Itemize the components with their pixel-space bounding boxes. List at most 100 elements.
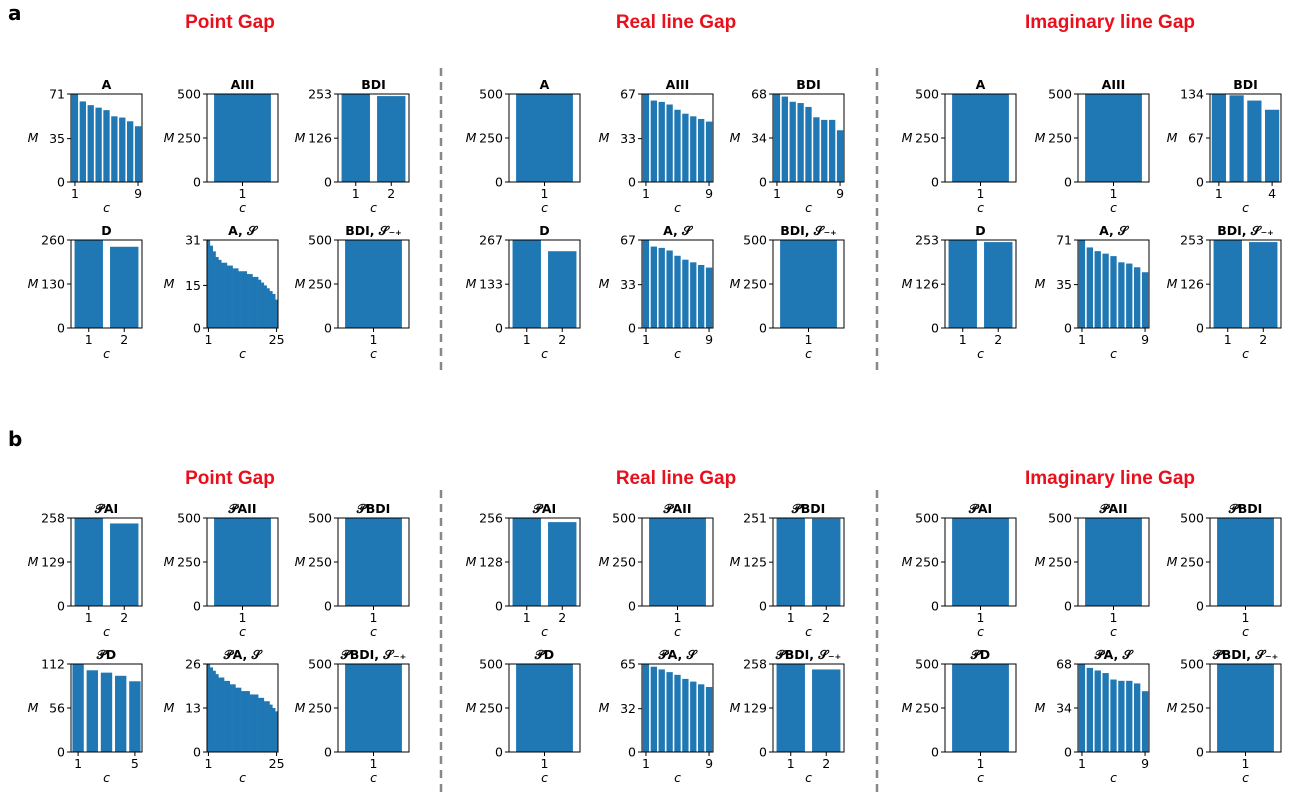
- x-axis-label: c: [1110, 200, 1117, 215]
- subplot-title: BDI, 𝒮₋₊: [1217, 223, 1274, 238]
- x-axis-label: c: [674, 200, 681, 215]
- bar: [266, 701, 270, 752]
- plot-frame: [206, 239, 279, 329]
- subplot-title: BDI: [796, 77, 821, 92]
- section-title-a-point-gap: Point Gap: [185, 12, 275, 33]
- bar: [1118, 262, 1125, 328]
- x-tick-label: 1: [523, 610, 531, 625]
- bar: [232, 268, 236, 328]
- x-tick-label: 2: [120, 610, 128, 625]
- bar: [642, 240, 650, 328]
- section-title-a-imaginary-line-gap: Imaginary line Gap: [1025, 12, 1195, 33]
- subplot-title: BDI: [1233, 77, 1258, 92]
- y-tick-label: 65: [620, 657, 636, 672]
- y-tick-label: 250: [308, 277, 332, 292]
- x-tick-label: 1: [1078, 332, 1086, 347]
- section-title-b-point-gap: Point Gap: [185, 468, 275, 489]
- y-tick-label: 0: [57, 745, 65, 760]
- plot-frame: [70, 93, 143, 183]
- bar: [674, 674, 681, 752]
- x-tick-label: 1: [773, 186, 781, 201]
- y-tick-label: 134: [1180, 87, 1204, 102]
- y-tick-label: 500: [915, 657, 939, 672]
- x-axis-label: c: [239, 200, 246, 215]
- x-tick-label: 1: [1215, 186, 1223, 201]
- bar: [705, 121, 713, 182]
- subplot-title: BDI: [361, 77, 386, 92]
- y-tick-label: 0: [1064, 599, 1072, 614]
- x-tick-label: 1: [1110, 186, 1118, 201]
- bar: [74, 240, 103, 328]
- bar: [690, 262, 697, 328]
- x-tick-label: 1: [71, 186, 79, 201]
- bar: [1217, 664, 1274, 752]
- y-axis-label: M: [28, 554, 39, 569]
- x-tick-label: 1: [977, 756, 985, 771]
- subplot-title: 𝒫AII: [663, 501, 692, 516]
- bar: [1141, 272, 1149, 328]
- plot-frame: [641, 93, 714, 183]
- bar: [658, 101, 665, 182]
- bar: [1134, 267, 1141, 328]
- y-tick-label: 250: [1048, 555, 1072, 570]
- x-axis-label: c: [977, 346, 984, 361]
- x-tick-label: 1: [541, 186, 549, 201]
- x-tick-label: 1: [74, 756, 82, 771]
- y-tick-label: 0: [57, 599, 65, 614]
- bar: [207, 664, 211, 752]
- y-tick-label: 26: [185, 657, 201, 672]
- y-tick-label: 0: [628, 745, 636, 760]
- x-tick-label: 2: [1259, 332, 1267, 347]
- subplot-title: A, 𝒮: [1099, 223, 1130, 238]
- y-tick-label: 0: [1196, 175, 1204, 190]
- y-tick-label: 31: [185, 233, 201, 248]
- x-tick-label: 1: [370, 332, 378, 347]
- y-axis-label: M: [466, 554, 477, 569]
- subplot-title: A: [102, 77, 112, 92]
- bar: [214, 94, 271, 182]
- y-tick-label: 68: [751, 87, 767, 102]
- x-tick-label: 1: [239, 186, 247, 201]
- x-axis-label: c: [239, 624, 246, 639]
- bar: [548, 522, 577, 607]
- y-axis-label: M: [28, 276, 39, 291]
- bar: [275, 299, 279, 328]
- y-tick-label: 250: [177, 131, 201, 146]
- x-tick-label: 9: [836, 186, 844, 201]
- subplot-title: 𝒫AII: [228, 501, 257, 516]
- y-axis-label: M: [28, 130, 39, 145]
- bar: [275, 711, 279, 752]
- bar: [258, 697, 262, 752]
- x-axis-label: c: [370, 624, 377, 639]
- y-tick-label: 133: [479, 277, 503, 292]
- x-axis-label: c: [805, 346, 812, 361]
- bar: [658, 669, 665, 752]
- bar: [649, 518, 706, 606]
- bar: [110, 246, 139, 328]
- bar: [260, 697, 265, 752]
- y-tick-label: 129: [41, 555, 65, 570]
- y-tick-label: 250: [1048, 131, 1072, 146]
- x-axis-label: c: [1242, 770, 1249, 785]
- bar: [110, 523, 139, 606]
- x-axis-label: c: [541, 624, 548, 639]
- bar: [650, 666, 657, 752]
- bar: [1134, 683, 1141, 752]
- x-axis-label: c: [674, 770, 681, 785]
- x-axis-label: c: [103, 770, 110, 785]
- bar: [705, 687, 713, 752]
- subplot-title: 𝒫AII: [1099, 501, 1128, 516]
- subplot-title: BDI, 𝒮₋₊: [345, 223, 402, 238]
- bar: [776, 518, 805, 606]
- bar: [212, 670, 216, 752]
- y-tick-label: 253: [308, 87, 332, 102]
- y-tick-label: 500: [743, 233, 767, 248]
- bar: [805, 106, 812, 182]
- bar: [86, 670, 98, 752]
- bar: [1211, 94, 1226, 182]
- subplot-title: 𝒫AI: [968, 501, 992, 516]
- subplot-title: D: [975, 223, 985, 238]
- y-tick-label: 128: [479, 555, 503, 570]
- bar: [79, 101, 86, 182]
- x-tick-label: 2: [558, 332, 566, 347]
